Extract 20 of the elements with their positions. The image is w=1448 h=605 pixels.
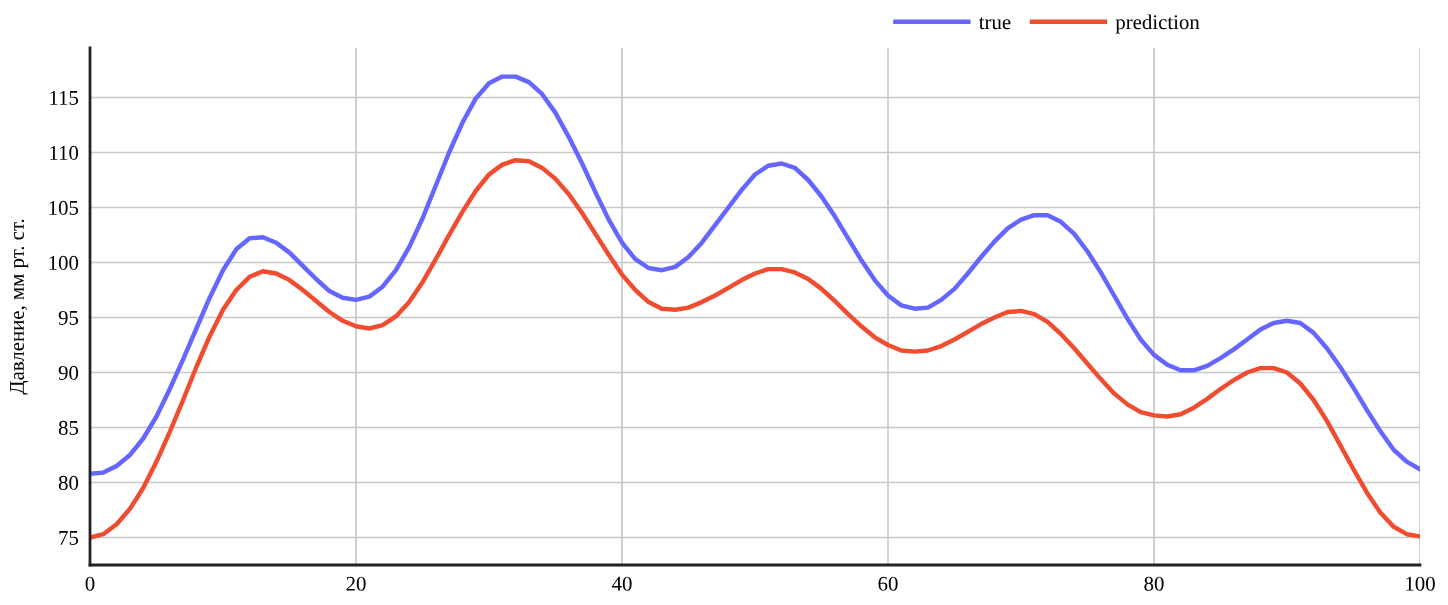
y-axis-title: Давление, мм рт. ст. [10, 219, 29, 395]
x-tick-label: 20 [346, 576, 366, 591]
x-tick-label: 80 [1144, 576, 1164, 591]
y-tick-label: 75 [59, 531, 79, 545]
y-tick-label: 100 [49, 255, 79, 270]
y-tick-label: 95 [58, 310, 79, 325]
x-tick-label: 60 [878, 576, 898, 591]
line-series [90, 74, 1420, 476]
y-tick-label: 115 [50, 90, 79, 105]
legend-label: prediction [1115, 14, 1200, 34]
legend-label: true [978, 17, 1011, 30]
y-tick-label: 105 [49, 200, 79, 215]
y-tick-label: 85 [58, 420, 79, 435]
y-tick-label: 110 [50, 145, 79, 160]
y-tick-label: 80 [58, 475, 79, 490]
x-tick-label: 0 [85, 576, 95, 591]
y-tick-label: 90 [58, 365, 79, 380]
x-tick-label: 100 [1406, 576, 1435, 591]
x-tick-label: 40 [611, 576, 632, 591]
line-series [90, 157, 1420, 540]
